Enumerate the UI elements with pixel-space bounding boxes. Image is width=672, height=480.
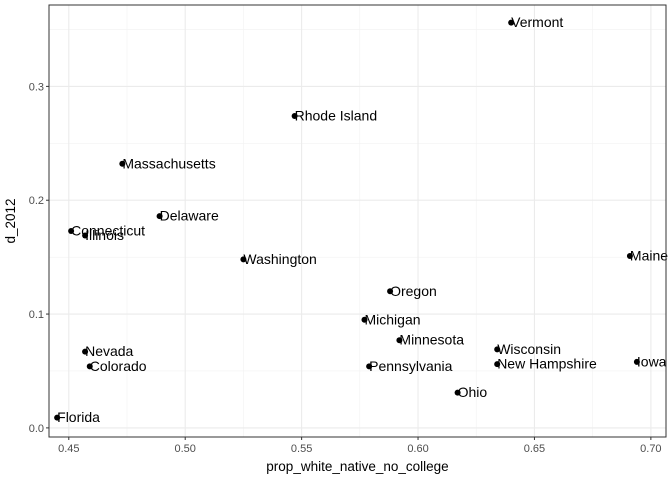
point-wisconsin [494, 346, 501, 353]
point-oregon [387, 288, 394, 295]
label-nevada: Nevada [85, 343, 133, 359]
y-tick-label-2: 0.2 [29, 195, 44, 207]
label-wisconsin: Wisconsin [497, 341, 561, 357]
label-rhode-island: Rhode Island [295, 107, 378, 123]
x-tick-label-3: 0.60 [407, 443, 428, 455]
label-ohio: Ohio [458, 384, 488, 400]
label-delaware: Delaware [160, 208, 219, 224]
point-minnesota [396, 337, 403, 344]
y-tick-label-1: 0.1 [29, 309, 44, 321]
label-michigan: Michigan [364, 311, 420, 327]
x-tick-label-2: 0.55 [291, 443, 312, 455]
point-michigan [361, 316, 368, 323]
data-points [54, 19, 640, 421]
label-maine: Maine [630, 248, 668, 264]
point-maine [626, 253, 633, 260]
point-pennsylvania [366, 363, 373, 370]
label-florida: Florida [57, 409, 100, 425]
panel-border [48, 4, 667, 438]
y-axis-title: d_2012 [3, 198, 18, 243]
x-tick-label-1: 0.50 [174, 443, 195, 455]
label-oregon: Oregon [390, 283, 437, 299]
y-axis-ticks: 0.0 0.1 0.2 0.3 [29, 81, 49, 435]
y-tick-label-0: 0.0 [29, 423, 44, 435]
point-massachusetts [119, 160, 126, 167]
label-vermont: Vermont [511, 14, 563, 30]
label-massachusetts: Massachusetts [122, 155, 215, 171]
point-florida [54, 414, 61, 421]
label-illinois: Illinois [85, 227, 124, 243]
point-nevada [82, 348, 89, 355]
point-iowa [633, 358, 640, 365]
x-tick-label-0: 0.45 [58, 443, 79, 455]
x-tick-label-4: 0.65 [524, 443, 545, 455]
label-colorado: Colorado [90, 358, 147, 374]
point-labels: Vermont Rhode Island Massachusetts Delaware… [57, 14, 668, 425]
label-iowa: Iowa [637, 353, 667, 369]
major-gridlines [49, 5, 666, 437]
x-tick-label-5: 0.70 [640, 443, 661, 455]
x-axis-title: prop_white_native_no_college [266, 459, 448, 474]
point-colorado [86, 363, 93, 370]
y-tick-label-3: 0.3 [29, 81, 44, 93]
panel-background [49, 5, 666, 437]
label-new-hampshire: New Hampshire [497, 356, 597, 372]
point-washington [240, 256, 247, 263]
x-axis-ticks: 0.45 0.50 0.55 0.60 0.65 0.70 [58, 437, 662, 455]
point-delaware [156, 213, 163, 220]
point-rhode-island [291, 112, 298, 119]
label-connecticut: Connecticut [71, 222, 145, 238]
point-ohio [454, 389, 461, 396]
minor-gridlines [49, 5, 666, 437]
label-pennsylvania: Pennsylvania [369, 358, 452, 374]
point-new-hampshire [494, 361, 501, 368]
label-washington: Washington [243, 251, 316, 267]
point-connecticut [68, 227, 75, 234]
label-minnesota: Minnesota [399, 332, 464, 348]
point-illinois [82, 232, 89, 239]
point-vermont [508, 19, 515, 26]
